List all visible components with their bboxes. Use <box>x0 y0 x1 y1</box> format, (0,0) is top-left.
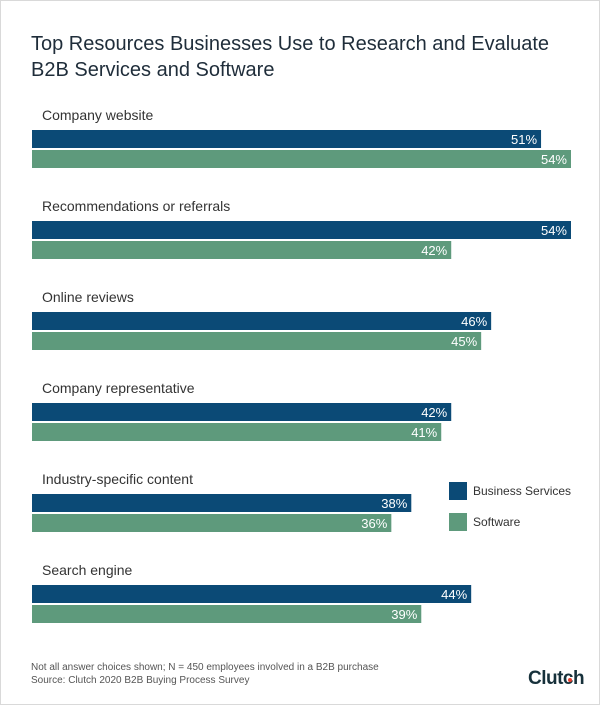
bar <box>32 423 442 441</box>
category-label: Online reviews <box>42 289 134 305</box>
data-label: 54% <box>541 152 567 167</box>
data-label: 44% <box>441 587 467 602</box>
data-label: 42% <box>421 243 447 258</box>
bar <box>32 241 452 259</box>
bar <box>32 403 452 421</box>
bar <box>32 150 571 168</box>
category-label: Company representative <box>42 380 195 396</box>
bar <box>32 494 412 512</box>
category-label: Company website <box>42 107 153 123</box>
data-label: 38% <box>381 496 407 511</box>
category-label: Industry-specific content <box>42 471 193 487</box>
data-label: 54% <box>541 223 567 238</box>
legend-swatch <box>449 482 467 500</box>
data-label: 39% <box>391 607 417 622</box>
legend-label: Business Services <box>473 484 571 498</box>
chart-title: Top Resources Businesses Use to Research… <box>31 33 550 81</box>
data-label: 46% <box>461 314 487 329</box>
bar <box>32 585 472 603</box>
data-label: 42% <box>421 405 447 420</box>
bar <box>32 312 492 330</box>
bar <box>32 130 542 148</box>
bar <box>32 332 482 350</box>
category-label: Recommendations or referrals <box>42 198 230 214</box>
data-label: 36% <box>361 516 387 531</box>
bar <box>32 605 422 623</box>
bar <box>32 221 571 239</box>
bar <box>32 514 392 532</box>
data-label: 51% <box>511 132 537 147</box>
source-note: Source: Clutch 2020 B2B Buying Process S… <box>31 675 250 686</box>
legend-swatch <box>449 513 467 531</box>
category-label: Search engine <box>42 562 133 578</box>
legend-label: Software <box>473 515 521 529</box>
data-label: 41% <box>411 425 437 440</box>
footnote: Not all answer choices shown; N = 450 em… <box>31 662 379 673</box>
clutch-logo: Clutch <box>528 668 585 689</box>
data-label: 45% <box>451 334 477 349</box>
